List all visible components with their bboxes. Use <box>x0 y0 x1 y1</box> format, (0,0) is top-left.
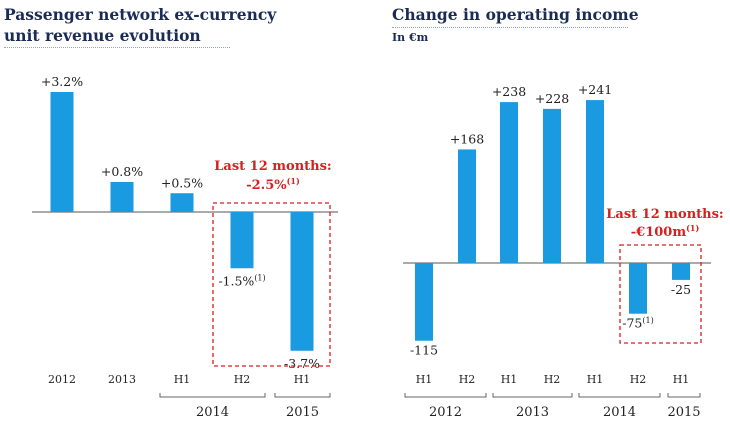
right-tick-label: H1 <box>501 373 518 386</box>
right-bar-chart: -115 H1 +168 H2 +238 H1 +228 H2 +241 H1 -75(1) H2 -2… <box>403 82 724 420</box>
left-title-rule <box>4 47 230 48</box>
right-chart-title: Change in operating income <box>392 5 639 24</box>
right-highlight-line2: -€100m(1) <box>631 223 700 240</box>
right-data-label: +228 <box>535 91 569 106</box>
right-highlight-box <box>619 244 702 344</box>
right-bar <box>458 149 476 263</box>
left-data-label: +0.8% <box>101 164 143 179</box>
right-group-bracket <box>492 393 573 398</box>
right-chart-subtitle: In €m <box>392 31 429 44</box>
left-tick-label: H1 <box>174 373 191 386</box>
left-tick-label: 2012 <box>48 373 76 386</box>
right-group-bracket <box>404 393 487 398</box>
left-group-bracket <box>274 393 331 398</box>
right-tick-label: H1 <box>416 373 433 386</box>
left-bar <box>50 92 74 212</box>
left-bar <box>170 193 194 212</box>
right-title-rule <box>392 27 628 28</box>
left-data-label: -3.7% <box>284 356 320 371</box>
right-bar <box>629 263 647 314</box>
right-group-label: 2012 <box>429 405 462 420</box>
left-tick-label: H1 <box>294 373 311 386</box>
left-data-label: +3.2% <box>41 74 83 89</box>
left-group-label: 2014 <box>196 405 229 420</box>
right-tick-label: H2 <box>630 373 647 386</box>
left-chart-title: Passenger network ex-currency unit reven… <box>4 4 276 46</box>
right-data-label: +168 <box>450 131 484 146</box>
left-highlight-line2: -2.5%(1) <box>246 176 300 193</box>
left-data-label: -1.5%(1) <box>218 273 265 288</box>
right-data-label: +241 <box>578 82 612 97</box>
right-data-label: -75(1) <box>622 316 653 331</box>
right-data-label: +238 <box>492 84 526 99</box>
right-bar <box>415 263 433 341</box>
right-tick-label: H1 <box>587 373 604 386</box>
right-highlight-line1: Last 12 months: <box>606 207 723 222</box>
right-group-label: 2014 <box>603 405 636 420</box>
left-group-label: 2015 <box>286 405 319 420</box>
right-group-label: 2013 <box>516 405 549 420</box>
left-bar <box>230 212 254 269</box>
left-highlight-line1: Last 12 months: <box>214 159 331 174</box>
left-highlight-box <box>212 202 331 367</box>
left-bar-chart: +3.2% 2012 +0.8% 2013 +0.5% H1 -1.5%(1) H2 -3.7%… <box>32 74 338 420</box>
right-data-label: -115 <box>410 343 438 358</box>
right-bar <box>543 108 561 263</box>
right-tick-label: H2 <box>544 373 561 386</box>
left-chart-title-line2: unit revenue evolution <box>4 26 201 45</box>
right-bar <box>586 100 604 263</box>
left-tick-label: 2013 <box>108 373 136 386</box>
left-bar <box>290 212 314 351</box>
right-tick-label: H1 <box>673 373 690 386</box>
right-bar <box>672 263 690 280</box>
right-tick-label: H2 <box>459 373 476 386</box>
left-group-bracket <box>159 393 266 398</box>
right-group-bracket <box>667 393 701 398</box>
right-data-label: -25 <box>671 282 691 297</box>
left-chart-title-line1: Passenger network ex-currency <box>4 5 277 24</box>
right-group-label: 2015 <box>667 405 700 420</box>
left-data-label: +0.5% <box>161 175 203 190</box>
right-group-bracket <box>578 393 661 398</box>
left-bar <box>110 182 134 212</box>
right-bar <box>500 102 518 263</box>
left-tick-label: H2 <box>234 373 251 386</box>
